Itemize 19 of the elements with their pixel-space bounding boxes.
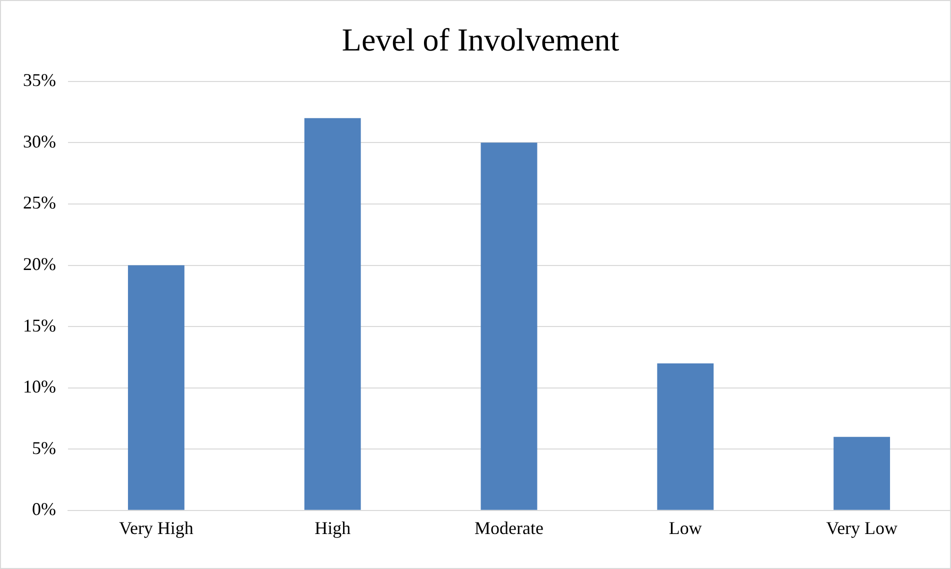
- bar: [657, 363, 714, 510]
- x-tick-label: High: [314, 518, 351, 538]
- y-tick-label: 30%: [22, 131, 56, 152]
- bar: [128, 265, 184, 510]
- x-tick-label: Low: [668, 518, 702, 538]
- x-tick-label: Moderate: [474, 518, 544, 538]
- y-tick-label: 35%: [22, 70, 56, 90]
- y-tick-label: 15%: [22, 315, 56, 336]
- bar: [304, 118, 361, 510]
- y-tick-label: 10%: [22, 376, 56, 397]
- bar: [834, 436, 890, 510]
- y-tick-label: 25%: [22, 192, 56, 213]
- x-tick-label: Very High: [118, 518, 194, 538]
- y-tick-label: 0%: [32, 499, 56, 520]
- y-tick-label: 5%: [32, 438, 56, 458]
- y-tick-label: 20%: [22, 254, 56, 274]
- chart-title: Level of Involvement: [342, 22, 620, 58]
- x-tick-label: Very Low: [826, 518, 898, 538]
- bar: [480, 142, 538, 510]
